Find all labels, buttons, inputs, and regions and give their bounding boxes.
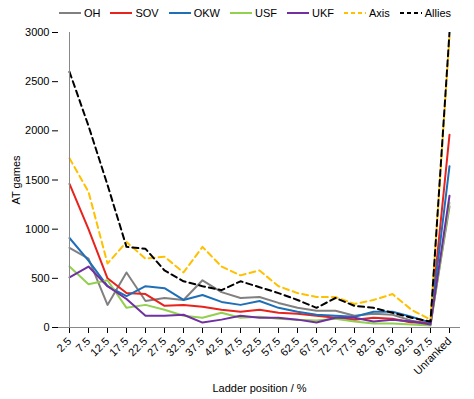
svg-text:2500: 2500	[25, 75, 49, 87]
svg-text:3000: 3000	[25, 26, 49, 38]
svg-text:0: 0	[43, 321, 49, 333]
html-text:UKF: UKF	[312, 7, 334, 19]
svg-text:500: 500	[31, 272, 49, 284]
svg-text:22.5: 22.5	[126, 335, 150, 359]
svg-text:37.5: 37.5	[183, 335, 207, 359]
svg-text:67.5: 67.5	[297, 335, 321, 359]
html-text:SOV: SOV	[135, 7, 159, 19]
svg-text:42.5: 42.5	[202, 335, 226, 359]
svg-text:AT games: AT games	[10, 155, 22, 205]
svg-text:47.5: 47.5	[221, 335, 245, 359]
svg-text:12.5: 12.5	[88, 335, 112, 359]
svg-text:Ladder position / %: Ladder position / %	[212, 382, 306, 394]
svg-text:2.5: 2.5	[54, 335, 73, 354]
svg-text:72.5: 72.5	[316, 335, 340, 359]
svg-text:97.5: 97.5	[410, 334, 435, 359]
svg-text:57.5: 57.5	[259, 335, 283, 359]
svg-text:32.5: 32.5	[164, 335, 188, 359]
svg-text:62.5: 62.5	[278, 335, 302, 359]
html-text:OH: OH	[84, 7, 101, 19]
svg-text:2000: 2000	[25, 124, 49, 136]
html-text:Allies: Allies	[424, 7, 451, 19]
svg-text:77.5: 77.5	[335, 335, 359, 359]
svg-text:92.5: 92.5	[392, 335, 416, 359]
html-text:USF: USF	[255, 7, 277, 19]
svg-text:1000: 1000	[25, 223, 49, 235]
svg-text:27.5: 27.5	[145, 335, 169, 359]
html-text:Axis: Axis	[369, 7, 390, 19]
svg-text:87.5: 87.5	[373, 335, 397, 359]
svg-text:7.5: 7.5	[73, 334, 93, 354]
svg-text:Unranked: Unranked	[411, 335, 453, 377]
svg-text:17.5: 17.5	[107, 335, 131, 359]
svg-text:52.5: 52.5	[240, 335, 264, 359]
svg-text:82.5: 82.5	[354, 335, 378, 359]
svg-text:1500: 1500	[25, 174, 49, 186]
html-text:OKW: OKW	[193, 7, 220, 19]
